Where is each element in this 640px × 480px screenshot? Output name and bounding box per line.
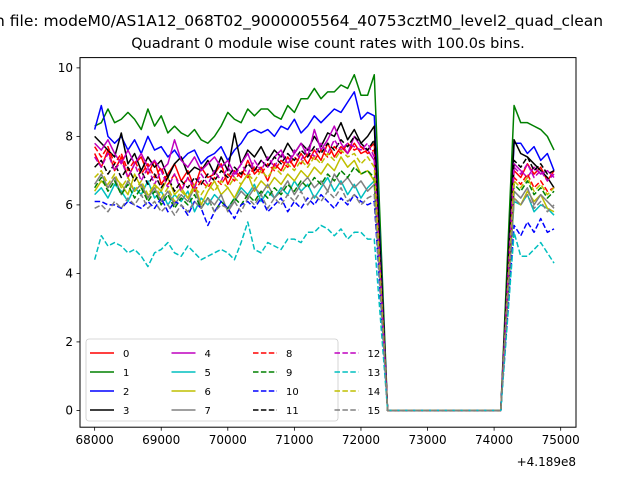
legend-label: 13 bbox=[368, 368, 381, 379]
x-tick-label: 72000 bbox=[342, 433, 380, 447]
x-tick-label: 74000 bbox=[475, 433, 513, 447]
x-axis: 68000 69000 70000 71000 72000 73000 74000 75000 bbox=[76, 427, 580, 447]
legend-label: 2 bbox=[123, 387, 129, 398]
x-tick-label: 69000 bbox=[142, 433, 180, 447]
legend-label: 1 bbox=[123, 368, 129, 379]
legend-box bbox=[85, 338, 339, 422]
legend-label: 5 bbox=[205, 368, 211, 379]
y-tick-label: 10 bbox=[58, 61, 73, 75]
series-layer bbox=[93, 73, 555, 412]
legend-label: 15 bbox=[368, 406, 381, 417]
x-tick-label: 73000 bbox=[408, 433, 446, 447]
chart-title: Quadrant 0 module wise count rates with … bbox=[131, 36, 525, 52]
x-tick-label: 68000 bbox=[76, 433, 114, 447]
legend-label: 14 bbox=[368, 387, 381, 398]
y-tick-label: 8 bbox=[65, 130, 73, 144]
legend-label: 12 bbox=[368, 349, 381, 360]
suptitle-text: n file: modeM0/AS1A12_068T02_9000005564_… bbox=[0, 12, 604, 30]
x-tick-label: 75000 bbox=[542, 433, 580, 447]
legend-label: 11 bbox=[286, 406, 299, 417]
legend-label: 9 bbox=[286, 368, 292, 379]
legend-label: 8 bbox=[286, 349, 292, 360]
x-tick-label: 70000 bbox=[209, 433, 247, 447]
plot-frame bbox=[79, 57, 577, 428]
legend-label: 3 bbox=[123, 406, 129, 417]
y-tick-label: 6 bbox=[65, 198, 73, 212]
legend-label: 0 bbox=[123, 349, 129, 360]
y-axis: 0 2 4 6 8 10 bbox=[58, 61, 80, 418]
legend-label: 4 bbox=[205, 349, 211, 360]
y-tick-label: 4 bbox=[65, 267, 73, 281]
legend-label: 7 bbox=[205, 406, 211, 417]
legend-label: 6 bbox=[205, 387, 211, 398]
y-tick-label: 2 bbox=[65, 335, 73, 349]
series-line-15 bbox=[94, 187, 555, 412]
x-offset-text: +4.189e8 bbox=[517, 455, 576, 469]
legend-label: 10 bbox=[286, 387, 299, 398]
x-tick-label: 71000 bbox=[275, 433, 313, 447]
y-tick-label: 0 bbox=[65, 404, 73, 418]
